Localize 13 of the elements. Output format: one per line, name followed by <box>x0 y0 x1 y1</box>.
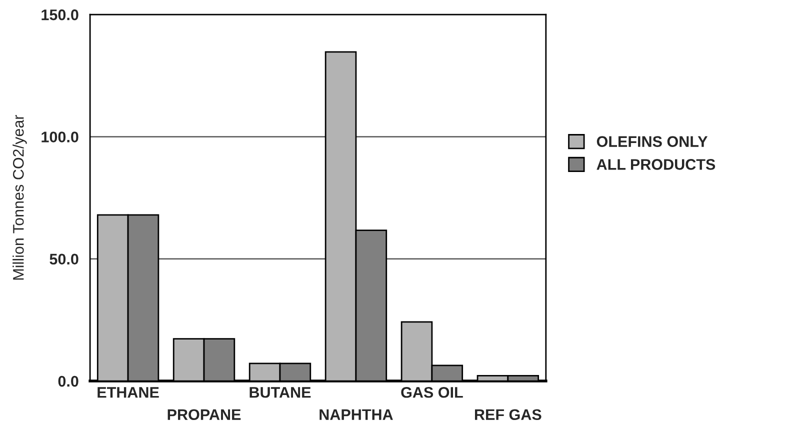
x-tick-label: REF GAS <box>474 409 542 420</box>
y-tick-label: 50.0 <box>50 254 78 265</box>
y-tick-label: 0.0 <box>58 376 78 387</box>
x-tick-label: PROPANE <box>168 409 241 420</box>
x-tick-label: GAS OIL <box>401 386 463 398</box>
y-axis-title: Million Tonnes CO2/year <box>12 114 27 280</box>
legend-label: OLEFINS ONLY <box>596 136 708 147</box>
x-tick-label: ETHANE <box>98 387 159 398</box>
legend-label: ALL PRODUCTS <box>596 159 716 170</box>
x-tick-label: NAPHTHA <box>320 409 393 420</box>
y-tick-label: 150.0 <box>42 9 78 20</box>
x-tick-label: BUTANE <box>250 387 311 398</box>
y-tick-label: 100.0 <box>42 132 78 142</box>
